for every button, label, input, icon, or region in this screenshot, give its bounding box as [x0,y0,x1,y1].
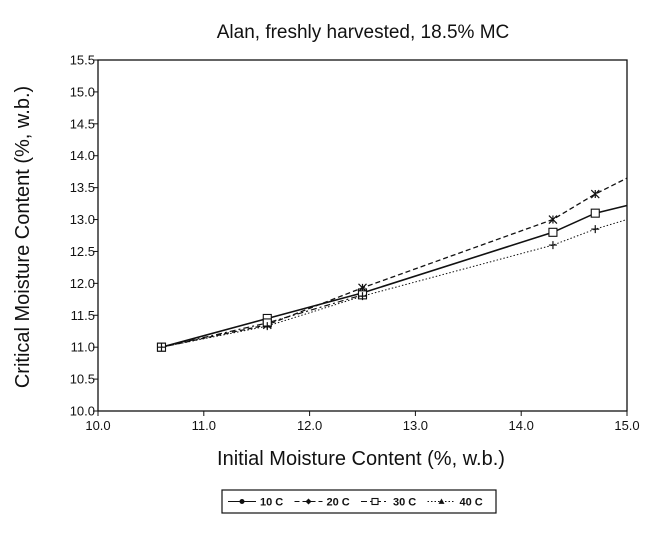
data-point [590,208,600,218]
data-point [591,225,600,234]
series-line [161,177,628,348]
legend: 10 C 20 C 30 C 40 C [221,489,497,514]
legend-marker [371,497,379,506]
data-point [590,189,600,199]
x-tick-label: 15.0 [614,418,639,433]
legend-label: 40 C [460,497,483,509]
legend-box [221,489,497,514]
plot-area [97,59,628,412]
legend-label: 30 C [393,497,416,509]
x-axis: 10.0 11.0 12.0 13.0 14.0 15.0 [85,411,640,433]
data-point [548,215,558,224]
series-3 [157,219,628,352]
y-axis: 10.0 10.5 11.0 11.5 12.0 12.5 13.0 13.5 14.0 14.5… [70,53,98,419]
data-point [263,322,272,331]
chart-title: Alan, freshly harvested, 18.5% MC [217,22,510,43]
series-1 [157,177,628,352]
y-tick-label: 14.0 [70,148,95,163]
legend-marker [305,498,312,505]
x-axis-title: Initial Moisture Content (%, w.b.) [217,448,505,470]
y-tick-label: 13.5 [70,180,95,195]
plot-border [97,59,628,412]
y-tick-label: 11.5 [71,308,95,323]
y-tick-label: 15.5 [70,53,95,68]
y-tick-label: 15.0 [70,84,95,99]
series-line [161,219,628,348]
x-tick-label: 12.0 [297,418,322,433]
y-tick-label: 12.0 [70,276,95,291]
legend-label: 20 C [327,497,350,509]
legend-label: 10 C [260,497,283,509]
x-tick-label: 14.0 [509,418,534,433]
x-tick-label: 13.0 [403,418,428,433]
legend-marker [239,499,245,504]
series-layer [156,177,628,352]
data-point [548,241,557,250]
x-tick-label: 11.0 [192,418,216,433]
y-tick-label: 11.0 [71,340,95,355]
data-point [157,343,166,352]
y-tick-label: 12.5 [70,244,95,259]
y-tick-label: 10.0 [70,404,95,419]
series-line [161,204,628,348]
y-tick-label: 10.5 [70,372,95,387]
x-tick-label: 10.0 [85,418,110,433]
data-point [358,292,367,301]
y-tick-label: 13.0 [70,212,95,227]
y-tick-label: 14.5 [70,116,95,131]
legend-marker [438,498,445,504]
series-0 [156,204,628,352]
data-point [548,227,558,237]
y-axis-title: Critical Moisture Content (%, w.b.) [12,86,34,388]
